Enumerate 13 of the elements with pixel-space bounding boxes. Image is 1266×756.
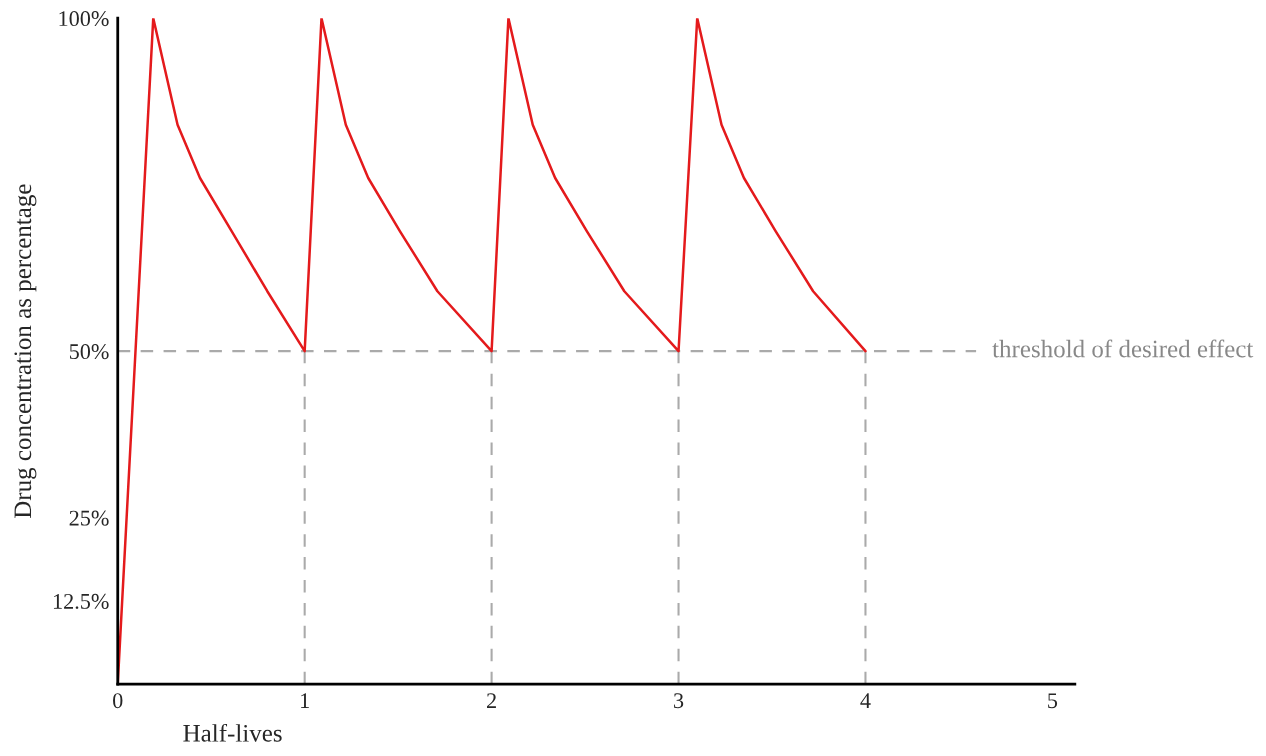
x-tick-label: 5 <box>1048 693 1058 709</box>
x-tick-label: 4 <box>860 693 871 708</box>
ref-line-label: threshold of desired effect <box>992 339 1254 358</box>
x-tick-label: 2 <box>487 693 496 708</box>
y-tick-label: 12.5% <box>53 593 109 609</box>
x-axis-title: Half-lives <box>183 723 282 742</box>
x-tick-label: 3 <box>674 693 684 709</box>
y-tick-label: 25% <box>69 510 109 526</box>
x-tick-label: 0 <box>113 693 123 709</box>
y-tick-label: 100% <box>59 11 109 27</box>
y-axis-title: Drug concentration as percentage <box>14 184 37 519</box>
y-tick-label: 50% <box>69 344 109 360</box>
x-tick-label: 1 <box>301 693 309 708</box>
